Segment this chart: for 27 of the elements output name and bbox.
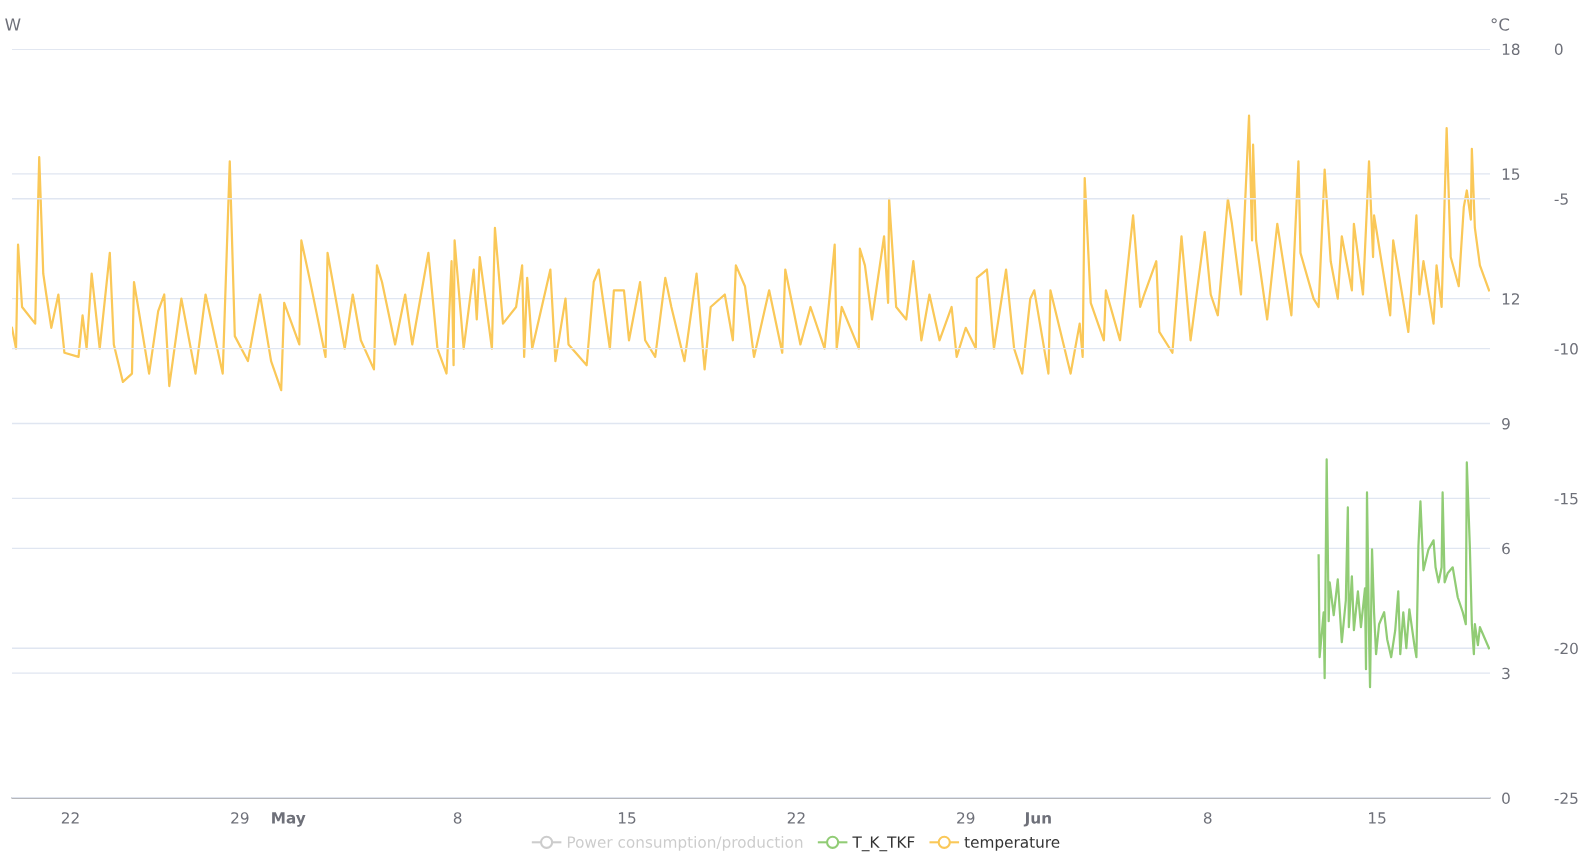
legend-label: temperature (964, 836, 1060, 851)
legend-label: T_K_TKF (852, 836, 915, 852)
x-tick-label: 22 (787, 812, 805, 824)
x-tick-label: 8 (453, 812, 462, 824)
y2-tick-label: 0 (1502, 792, 1510, 805)
y2-tick-label: 3 (1502, 667, 1510, 680)
y-axis-title: W (5, 18, 21, 31)
x-tick-label: 8 (1203, 812, 1212, 824)
y3-tick-label: -20 (1554, 642, 1578, 655)
y3-tick-label: 0 (1554, 43, 1563, 56)
y2-tick-label: 6 (1502, 542, 1510, 555)
x-tick-label: 15 (618, 812, 636, 824)
x-tick-label: 29 (231, 812, 249, 824)
y2-axis-title: °C (1491, 18, 1510, 31)
y2-tick-label: 12 (1502, 293, 1520, 305)
y3-tick-label: -10 (1554, 343, 1578, 355)
y3-tick-label: -5 (1554, 193, 1568, 205)
x-tick-label: 15 (1369, 812, 1386, 824)
y2-tick-label: 18 (1502, 43, 1520, 56)
y3-tick-label: -25 (1554, 792, 1578, 805)
x-tick-label: Jun (1023, 812, 1051, 827)
x-tick-label: May (272, 812, 306, 827)
y2-tick-label: 15 (1502, 168, 1520, 180)
y2-tick-label: 9 (1502, 417, 1510, 430)
y3-tick-label: -15 (1554, 493, 1578, 505)
x-tick-label: 22 (61, 812, 79, 824)
x-tick-label: 29 (957, 812, 975, 824)
